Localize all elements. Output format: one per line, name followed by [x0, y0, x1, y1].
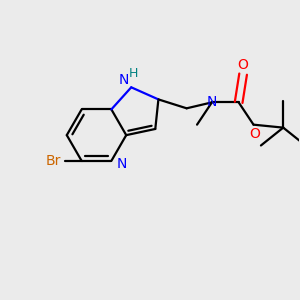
Text: O: O — [238, 58, 248, 72]
Text: O: O — [250, 127, 260, 141]
Text: H: H — [129, 68, 138, 80]
Text: N: N — [118, 73, 129, 87]
Text: N: N — [117, 157, 127, 171]
Text: N: N — [207, 95, 217, 110]
Text: Br: Br — [46, 154, 61, 168]
